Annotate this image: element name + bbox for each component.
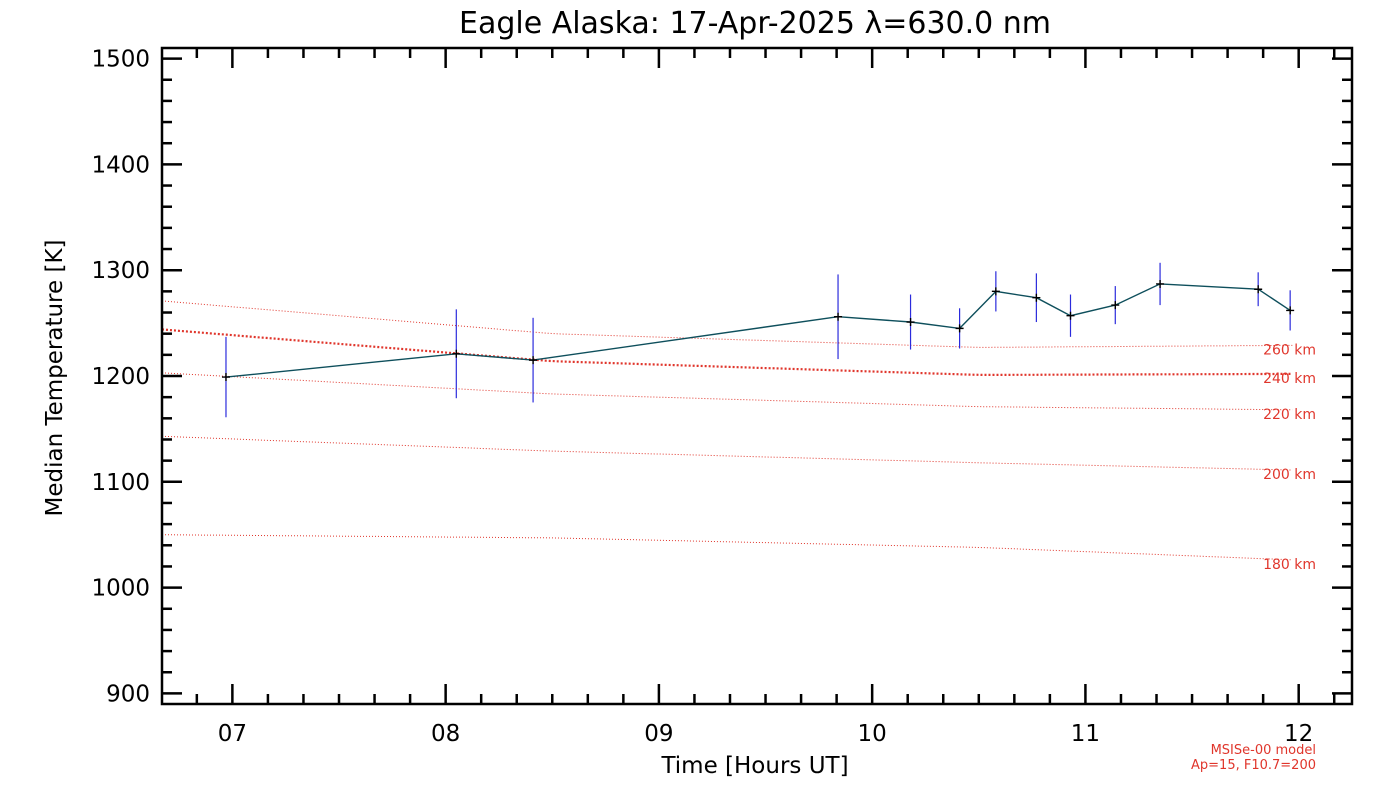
data-point (991, 287, 1000, 296)
model-label-220-km: 220 km (1263, 407, 1316, 423)
model-params-note: Ap=15, F10.7=200 (1191, 758, 1316, 773)
axes-layer: 07 08 09 10 11 12 900 1000 1100 1200 1300 1400 1500 (91, 46, 1354, 747)
data-point (1286, 306, 1295, 315)
x-tick-label: 09 (644, 721, 673, 747)
x-tick-label: 07 (218, 721, 247, 747)
y-tick-label: 1300 (91, 258, 150, 284)
model-label-240-km: 240 km (1263, 371, 1316, 387)
model-name-note: MSISe-00 model (1211, 743, 1316, 758)
y-tick-label: 1000 (91, 576, 150, 602)
model-curve-240-km (161, 328, 1293, 376)
series-line (225, 283, 1291, 378)
y-tick-label: 1200 (91, 364, 150, 390)
data-point (221, 373, 230, 382)
data-point (1156, 279, 1165, 288)
model-curve-200-km (161, 435, 1293, 471)
y-tick-label: 1500 (91, 47, 150, 73)
model-curve-180-km (161, 534, 1293, 561)
x-tick-label: 10 (858, 721, 887, 747)
data-point (1032, 293, 1041, 302)
plot-frame (160, 46, 1354, 706)
model-curve-260-km (161, 300, 1293, 348)
data-point (955, 324, 964, 333)
data-point (1254, 285, 1263, 294)
data-point (529, 356, 538, 365)
data-point (906, 318, 915, 327)
y-tick-label: 1400 (91, 152, 150, 178)
model-curve-220-km (161, 372, 1293, 411)
model-label-260-km: 260 km (1263, 342, 1316, 358)
model-curves-layer: 260 km 240 km 220 km 200 km 180 km (161, 300, 1316, 573)
y-tick-label: 900 (106, 681, 150, 707)
y-tick-label: 1100 (91, 470, 150, 496)
x-axis-label: Time [Hours UT] (660, 753, 848, 779)
y-axis-label: Median Temperature [K] (42, 240, 68, 517)
data-point (1111, 301, 1120, 310)
model-label-200-km: 200 km (1263, 467, 1316, 483)
x-tick-label: 08 (431, 721, 460, 747)
data-series-layer (221, 262, 1295, 418)
model-label-180-km: 180 km (1263, 557, 1316, 573)
x-tick-label: 12 (1284, 721, 1313, 747)
x-tick-label: 11 (1071, 721, 1100, 747)
data-point (1066, 311, 1075, 320)
data-point (834, 312, 843, 321)
chart-title: Eagle Alaska: 17-Apr-2025 λ=630.0 nm (459, 6, 1051, 41)
data-point (452, 349, 461, 358)
